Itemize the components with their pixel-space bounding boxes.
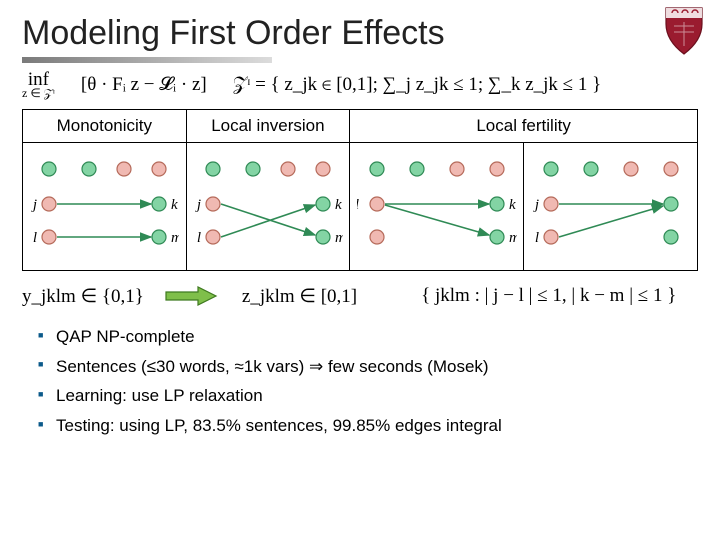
col-local-inversion: Local inversion: [186, 109, 350, 142]
cell-local-inversion: j k l m: [186, 142, 350, 270]
z-continuous: z_jklm ∈ [0,1]: [242, 285, 357, 308]
svg-text:j: j: [31, 197, 37, 213]
inf-subscript: z ∈ 𝒵ᶦ: [22, 88, 55, 99]
cell-monotonicity: j k l m: [23, 142, 187, 270]
diagram-local-fertility-b: jk, ml: [531, 149, 691, 259]
penn-shield-logo: [662, 6, 706, 56]
relaxation-row: y_jklm ∈ {0,1} z_jklm ∈ [0,1] { jklm : |…: [22, 285, 698, 308]
cell-local-fertility-b: jk, ml: [524, 142, 698, 270]
bullet-list: QAP NP-complete Sentences (≤30 words, ≈1…: [38, 322, 690, 441]
title-underline: [22, 57, 272, 63]
svg-text:l: l: [33, 230, 37, 246]
index-constraint: { jklm : | j − l | ≤ 1, | k − m | ≤ 1 }: [421, 285, 676, 307]
svg-text:m: m: [335, 230, 343, 246]
col-local-fertility: Local fertility: [350, 109, 698, 142]
svg-text:m: m: [171, 230, 179, 246]
col-monotonicity: Monotonicity: [23, 109, 187, 142]
diagram-local-fertility-a: j, l k m: [357, 149, 517, 259]
bullet-2: Sentences (≤30 words, ≈1k vars) ⇒ few se…: [38, 352, 690, 382]
feasible-set: 𝒵ᶦ = { z_jk ∈ [0,1]; ∑_j z_jk ≤ 1; ∑_k z…: [233, 74, 601, 96]
block-arrow-icon: [164, 285, 218, 307]
y-binary: y_jklm ∈ {0,1}: [22, 285, 144, 308]
bullet-3: Learning: use LP relaxation: [38, 381, 690, 411]
bullet-1: QAP NP-complete: [38, 322, 690, 352]
svg-text:m: m: [509, 230, 517, 246]
diagram-local-inversion: j k l m: [193, 149, 343, 259]
objective-formula: inf z ∈ 𝒵ᶦ [θ · Fᵢ z − 𝓛ᵢ · z] 𝒵ᶦ = { z_…: [22, 71, 698, 99]
slide-title: Modeling First Order Effects: [0, 0, 720, 57]
svg-text:k: k: [509, 197, 516, 213]
svg-text:l: l: [534, 230, 538, 246]
svg-text:l: l: [197, 230, 201, 246]
svg-text:j: j: [532, 197, 538, 213]
objective-bracket: [θ · Fᵢ z − 𝓛ᵢ · z]: [81, 74, 207, 96]
cell-local-fertility-a: j, l k m: [350, 142, 524, 270]
bullet-4: Testing: using LP, 83.5% sentences, 99.8…: [38, 411, 690, 441]
svg-text:k: k: [335, 197, 342, 213]
effects-table: Monotonicity Local inversion Local ferti…: [22, 109, 698, 271]
svg-text:k: k: [171, 197, 178, 213]
diagram-monotonicity: j k l m: [29, 149, 179, 259]
svg-text:j, l: j, l: [357, 197, 359, 213]
svg-text:j: j: [195, 197, 201, 213]
